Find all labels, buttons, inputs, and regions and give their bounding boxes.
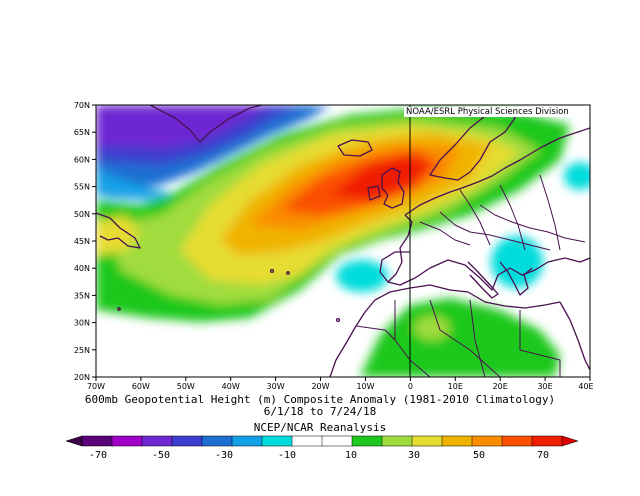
- lon-label: 50W: [177, 382, 195, 391]
- longitude-labels: 70W 60W 50W 40W 30W 20W 10W 0 10E 20E 30…: [87, 382, 594, 391]
- legend-swatch: [231, 435, 263, 447]
- lat-label: 30N: [74, 319, 90, 328]
- lat-label: 20N: [74, 373, 90, 382]
- legend-swatch: [201, 435, 233, 447]
- legend-swatch: [291, 435, 323, 447]
- axis-ticks: [92, 104, 591, 381]
- lat-label: 40N: [74, 264, 90, 273]
- legend-swatch: [441, 435, 473, 447]
- color-legend-bar: [65, 435, 579, 447]
- legend-label: -70: [88, 450, 108, 461]
- lat-label: 65N: [74, 128, 90, 137]
- legend-swatch: [111, 435, 143, 447]
- legend-swatch: [321, 435, 353, 447]
- lon-label: 0: [408, 382, 413, 391]
- lat-label: 45N: [74, 237, 90, 246]
- lon-label: 60W: [132, 382, 150, 391]
- legend-swatch: [531, 435, 563, 447]
- legend-label: 10: [344, 450, 358, 461]
- legend-max-arrow: [561, 435, 579, 447]
- legend-swatch: [261, 435, 293, 447]
- legend-swatch: [501, 435, 533, 447]
- lon-label: 10E: [448, 382, 463, 391]
- legend-swatch: [171, 435, 203, 447]
- legend-swatch: [81, 435, 113, 447]
- lon-label: 30E: [537, 382, 552, 391]
- lat-label: 35N: [74, 291, 90, 300]
- legend-label: -30: [214, 450, 234, 461]
- lat-label: 60N: [74, 155, 90, 164]
- caption-dataset: NCEP/NCAR Reanalysis: [253, 421, 387, 434]
- legend-swatch: [381, 435, 413, 447]
- lat-label: 70N: [74, 101, 90, 110]
- lon-label: 20W: [311, 382, 329, 391]
- credit-label: NOAA/ESRL Physical Sciences Division: [404, 107, 571, 117]
- legend-min-arrow: [65, 435, 83, 447]
- legend-swatch: [141, 435, 173, 447]
- lon-label: 40W: [222, 382, 240, 391]
- lat-label: 55N: [74, 183, 90, 192]
- lon-label: 20E: [493, 382, 508, 391]
- lon-label: 10W: [356, 382, 374, 391]
- coastlines: [96, 105, 590, 377]
- lat-label: 25N: [74, 346, 90, 355]
- caption-date-range: 6/1/18 to 7/24/18: [263, 405, 377, 418]
- legend-swatch: [411, 435, 443, 447]
- legend-label: 70: [536, 450, 550, 461]
- lon-label: 40E: [578, 382, 593, 391]
- lat-label: 50N: [74, 210, 90, 219]
- lon-label: 70W: [87, 382, 105, 391]
- latitude-labels: 70N 65N 60N 55N 50N 45N 40N 35N 30N 25N …: [74, 101, 90, 382]
- legend-swatch: [471, 435, 503, 447]
- legend-label: 50: [472, 450, 486, 461]
- lon-label: 30W: [267, 382, 285, 391]
- legend-label: -50: [151, 450, 171, 461]
- legend-label: 30: [407, 450, 421, 461]
- legend-label: -10: [277, 450, 297, 461]
- legend-swatch: [351, 435, 383, 447]
- caption-title: 600mb Geopotential Height (m) Composite …: [84, 393, 556, 406]
